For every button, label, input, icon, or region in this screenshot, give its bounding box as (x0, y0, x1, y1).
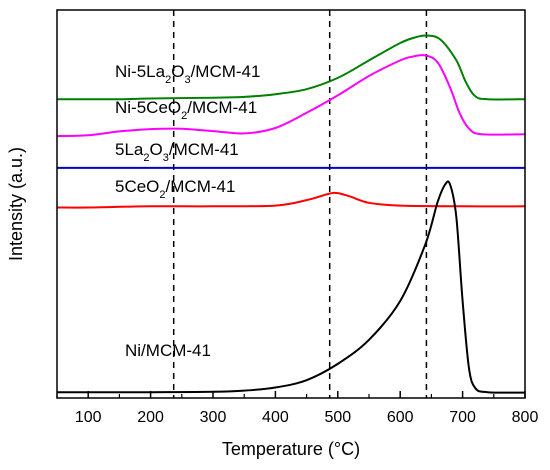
series-line-2 (56, 54, 526, 138)
x-tick-label-100: 100 (75, 409, 102, 426)
x-tick-label-500: 500 (324, 409, 351, 426)
series-label-3: 5La2O3/MCM-41 (115, 140, 239, 164)
x-tick-label-600: 600 (387, 409, 414, 426)
x-axis-title: Temperature (°C) (222, 439, 360, 459)
series-line-4 (56, 191, 526, 209)
series-lines (56, 34, 526, 394)
x-axis-ticks: 100 200 300 400 500 600 700 800 (56, 391, 539, 426)
plot-frame (56, 9, 526, 399)
x-tick-label-300: 300 (200, 409, 227, 426)
series-line-5 (57, 180, 526, 394)
series-labels: Ni-5La2O3/MCM-41 Ni-5CeO2/MCM-41 5La2O3/MC… (115, 62, 260, 360)
series-label-1: Ni-5La2O3/MCM-41 (115, 62, 260, 86)
x-tick-label-700: 700 (449, 409, 476, 426)
series-line-1 (56, 34, 526, 101)
reference-lines (172, 10, 428, 398)
x-tick-label-800: 800 (512, 409, 539, 426)
x-tick-label-200: 200 (137, 409, 164, 426)
series-label-4: 5CeO2/MCM-41 (115, 177, 235, 201)
series-label-2: Ni-5CeO2/MCM-41 (115, 98, 257, 122)
series-label-5: Ni/MCM-41 (125, 341, 211, 360)
y-axis-title: Intensity (a.u.) (6, 147, 26, 261)
x-tick-label-400: 400 (262, 409, 289, 426)
